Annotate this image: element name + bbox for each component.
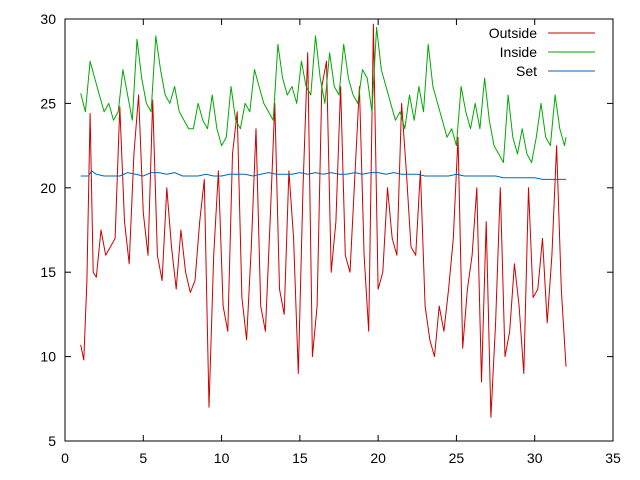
series-line-set: [80, 170, 566, 180]
legend-label-set: Set: [516, 63, 537, 79]
plot-frame: [64, 18, 614, 442]
x-tick-label: 5: [139, 450, 147, 466]
y-tick-label: 15: [40, 264, 56, 280]
y-tick-label: 30: [40, 11, 56, 27]
x-tick-label: 20: [370, 450, 386, 466]
legend-label-outside: Outside: [489, 25, 537, 41]
x-tick-label: 10: [214, 450, 230, 466]
series-line-outside: [80, 23, 567, 418]
series-layer: [80, 23, 567, 418]
y-tick-label: 5: [48, 433, 56, 449]
x-tick-label: 30: [527, 450, 543, 466]
x-tick-label: 0: [61, 450, 69, 466]
x-tick-label: 25: [449, 450, 465, 466]
y-tick-label: 20: [40, 180, 56, 196]
series-line-inside: [80, 26, 567, 163]
y-tick-label: 10: [40, 349, 56, 365]
legend-label-inside: Inside: [500, 44, 538, 60]
y-tick-label: 25: [40, 95, 56, 111]
legend: Outside Inside Set: [489, 25, 595, 79]
x-tick-label: 35: [605, 450, 621, 466]
x-tick-label: 15: [292, 450, 308, 466]
